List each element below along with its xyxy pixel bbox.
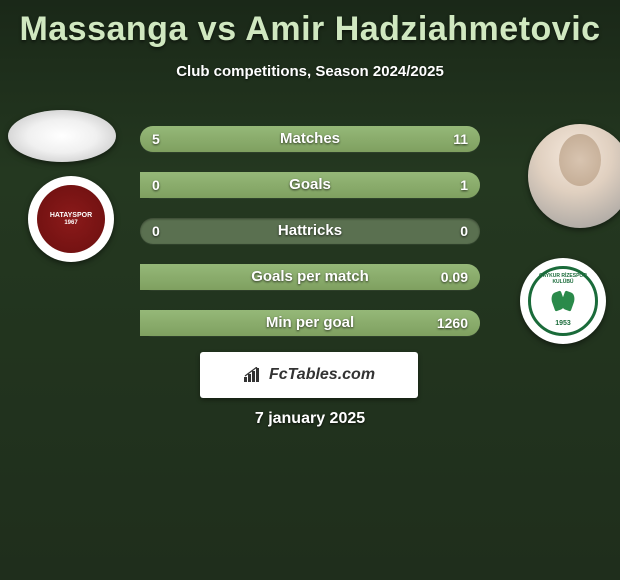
comparison-title: Massanga vs Amir Hadziahmetovic	[0, 0, 620, 49]
stat-value-right: 0	[460, 218, 468, 244]
club-left-badge: HATAYSPOR 1967	[28, 176, 114, 262]
stat-row: 0Hattricks0	[140, 218, 480, 244]
stat-label: Hattricks	[140, 218, 480, 244]
club-right-badge-year: 1953	[531, 320, 595, 327]
stat-row: 0Goals1	[140, 172, 480, 198]
stat-row: Min per goal1260	[140, 310, 480, 336]
player-right-avatar	[528, 124, 620, 228]
stat-row: Goals per match0.09	[140, 264, 480, 290]
club-right-badge-text-top: ÇAYKUR RİZESPOR KULÜBÜ	[531, 273, 595, 285]
stat-label: Matches	[140, 126, 480, 152]
stat-label: Goals	[140, 172, 480, 198]
stat-row: 5Matches11	[140, 126, 480, 152]
watermark-text: FcTables.com	[269, 366, 375, 384]
club-left-badge-inner: HATAYSPOR 1967	[37, 185, 105, 253]
club-left-badge-text: HATAYSPOR	[50, 212, 92, 219]
stat-label: Min per goal	[140, 310, 480, 336]
comparison-date: 7 january 2025	[0, 410, 620, 428]
club-right-badge-inner: ÇAYKUR RİZESPOR KULÜBÜ 1953	[528, 266, 598, 336]
club-right-badge: ÇAYKUR RİZESPOR KULÜBÜ 1953	[520, 258, 606, 344]
stats-container: 5Matches110Goals10Hattricks0Goals per ma…	[140, 126, 480, 356]
comparison-subtitle: Club competitions, Season 2024/2025	[0, 63, 620, 80]
stat-value-right: 1	[460, 172, 468, 198]
stat-value-right: 0.09	[441, 264, 468, 290]
chart-icon	[243, 367, 263, 383]
stat-value-right: 1260	[437, 310, 468, 336]
tea-leaves-icon	[550, 288, 576, 314]
club-left-badge-year: 1967	[64, 220, 77, 226]
stat-label: Goals per match	[140, 264, 480, 290]
player-left-avatar	[8, 110, 116, 162]
watermark-badge: FcTables.com	[200, 352, 418, 398]
stat-value-right: 11	[453, 126, 468, 152]
